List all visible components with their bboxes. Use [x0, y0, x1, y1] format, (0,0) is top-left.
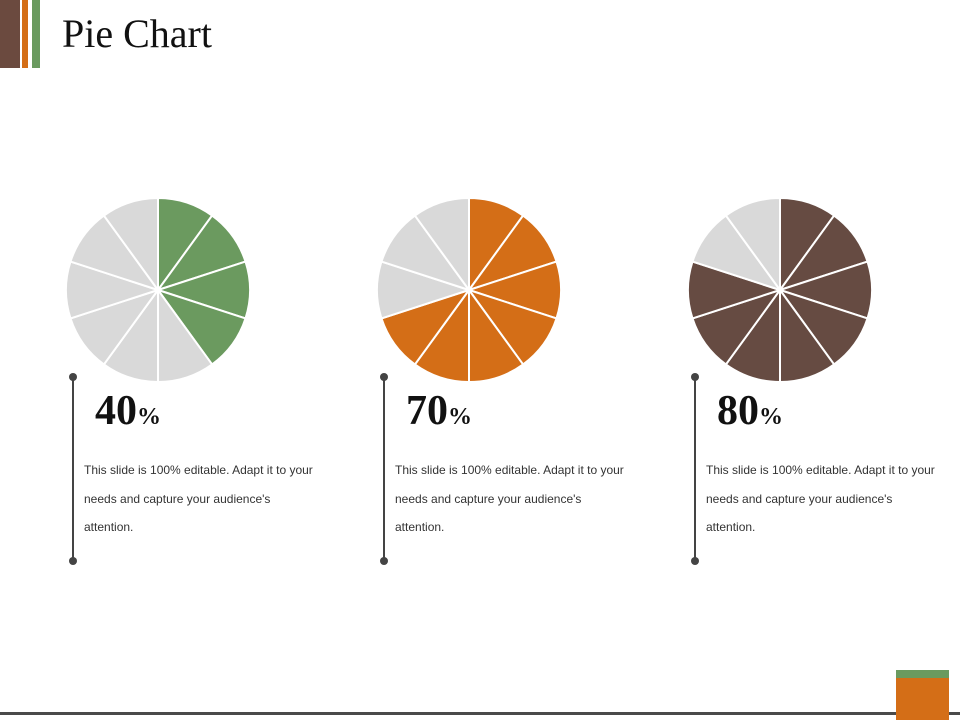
percent-label-3: 80%: [717, 388, 783, 443]
description-3: This slide is 100% editable. Adapt it to…: [706, 463, 935, 534]
pie-panel-1: 40% This slide is 100% editable. Adapt i…: [65, 196, 355, 576]
accent-bar-orange: [22, 0, 28, 68]
timeline-line: [383, 376, 385, 560]
percent-label-2: 70%: [406, 388, 472, 443]
timeline-dot-top: [380, 373, 388, 381]
page-title: Pie Chart: [62, 11, 212, 56]
pie-panel-3: 80% This slide is 100% editable. Adapt i…: [687, 196, 960, 576]
accent-bar-brown: [0, 0, 20, 68]
percent-value: 80: [717, 388, 759, 434]
timeline-dot-top: [69, 373, 77, 381]
percent-value: 40: [95, 388, 137, 434]
description-2: This slide is 100% editable. Adapt it to…: [395, 463, 624, 534]
pie-slice-empty: [102, 197, 159, 291]
percent-label-1: 40%: [95, 388, 161, 443]
timeline-dot-bottom: [69, 557, 77, 565]
pie-chart-1: [65, 197, 251, 383]
pie-slice-empty: [724, 197, 781, 291]
percent-sign: %: [137, 404, 161, 430]
bottom-divider: [0, 712, 960, 715]
description-1: This slide is 100% editable. Adapt it to…: [84, 463, 313, 534]
percent-sign: %: [759, 404, 783, 430]
timeline-dot-bottom: [380, 557, 388, 565]
corner-accent-green: [896, 670, 949, 678]
accent-bar-green: [32, 0, 40, 68]
timeline-dot-top: [691, 373, 699, 381]
percent-value: 70: [406, 388, 448, 434]
percent-sign: %: [448, 404, 472, 430]
pie-chart-3: [687, 197, 873, 383]
pie-chart-2: [376, 197, 562, 383]
timeline-dot-bottom: [691, 557, 699, 565]
pie-panel-2: 70% This slide is 100% editable. Adapt i…: [376, 196, 666, 576]
timeline-line: [694, 376, 696, 560]
corner-accent-orange: [896, 678, 949, 720]
timeline-line: [72, 376, 74, 560]
pie-slice-empty: [413, 197, 470, 291]
